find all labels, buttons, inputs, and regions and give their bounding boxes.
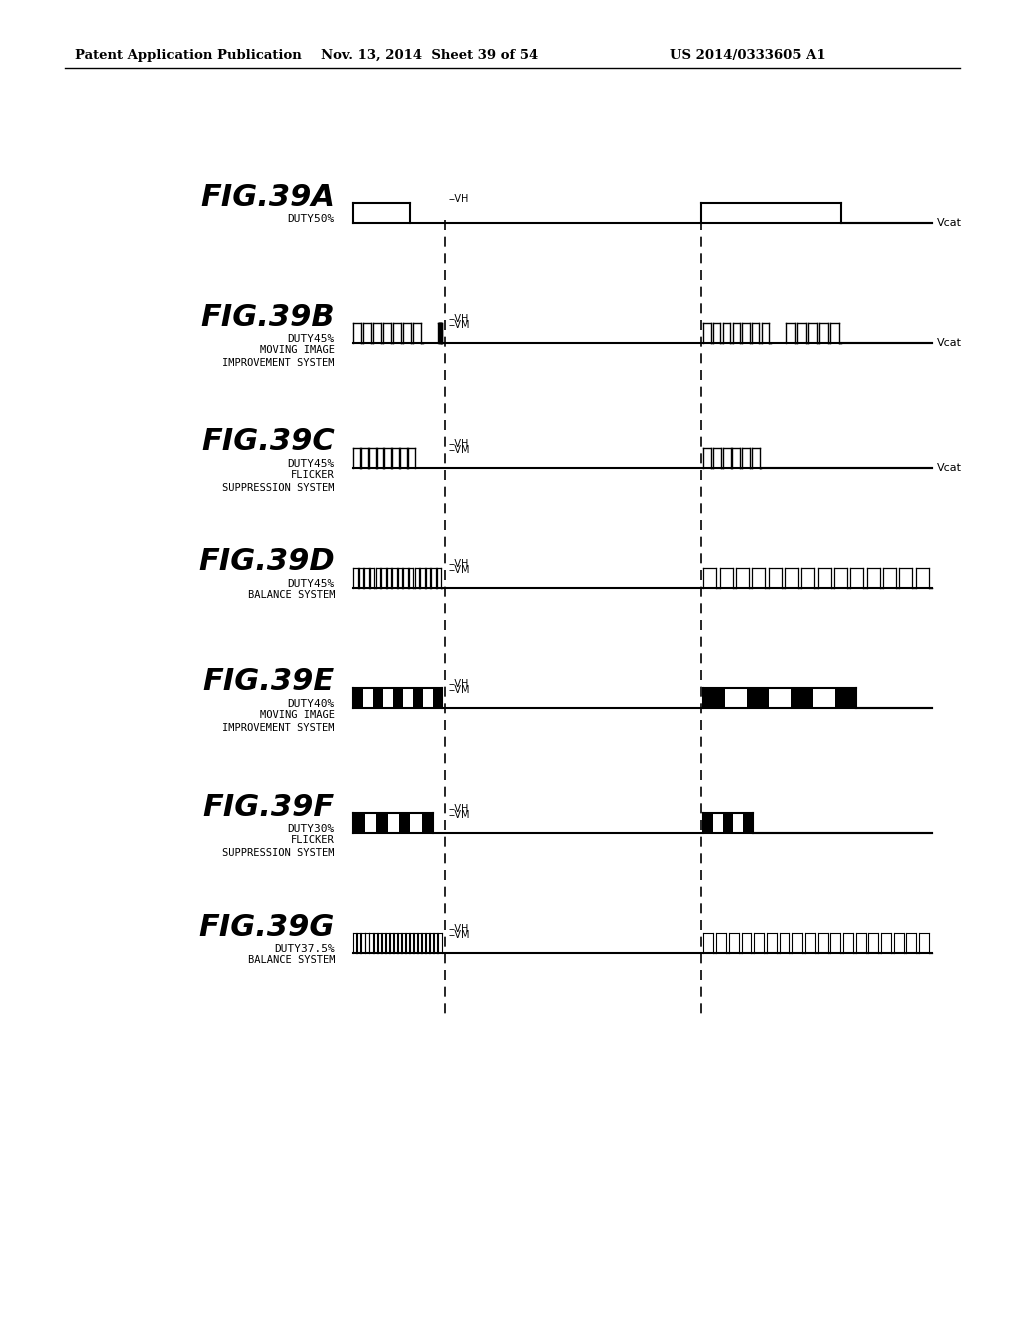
Text: --VH: --VH (449, 314, 469, 323)
Bar (733, 813, 743, 833)
Bar (364, 688, 373, 708)
Text: US 2014/0333605 A1: US 2014/0333605 A1 (670, 49, 825, 62)
Text: --VM: --VM (449, 931, 470, 940)
Bar (423, 688, 432, 708)
Text: IMPROVEMENT SYSTEM: IMPROVEMENT SYSTEM (222, 358, 335, 368)
Text: FLICKER: FLICKER (291, 836, 335, 845)
Text: FLICKER: FLICKER (291, 470, 335, 480)
Bar (383, 688, 393, 708)
Text: DUTY45%: DUTY45% (288, 579, 335, 589)
Text: DUTY30%: DUTY30% (288, 824, 335, 834)
Text: --VH: --VH (449, 440, 469, 449)
Text: --VM: --VM (449, 810, 470, 820)
Bar (402, 688, 413, 708)
Text: FIG.39G: FIG.39G (199, 912, 335, 941)
Text: SUPPRESSION SYSTEM: SUPPRESSION SYSTEM (222, 847, 335, 858)
Bar (353, 813, 433, 833)
Text: Patent Application Publication: Patent Application Publication (75, 49, 302, 62)
Text: --VH: --VH (449, 194, 469, 205)
Text: --VM: --VM (449, 319, 470, 330)
Text: FIG.39C: FIG.39C (202, 428, 335, 457)
Text: FIG.39A: FIG.39A (200, 182, 335, 211)
Bar (725, 688, 748, 708)
Text: FIG.39E: FIG.39E (203, 668, 335, 697)
Text: --VH: --VH (449, 678, 469, 689)
Text: FIG.39B: FIG.39B (201, 302, 335, 331)
Bar (714, 813, 723, 833)
Text: SUPPRESSION SYSTEM: SUPPRESSION SYSTEM (222, 483, 335, 492)
Text: BALANCE SYSTEM: BALANCE SYSTEM (248, 954, 335, 965)
Text: --VM: --VM (449, 445, 470, 455)
Text: DUTY37.5%: DUTY37.5% (274, 944, 335, 954)
Text: MOVING IMAGE: MOVING IMAGE (260, 710, 335, 719)
Text: Nov. 13, 2014  Sheet 39 of 54: Nov. 13, 2014 Sheet 39 of 54 (322, 49, 539, 62)
Text: Vcat: Vcat (937, 338, 962, 348)
Text: --VH: --VH (449, 804, 469, 814)
Text: BALANCE SYSTEM: BALANCE SYSTEM (248, 590, 335, 601)
Bar (703, 813, 754, 833)
Text: --VM: --VM (449, 565, 470, 576)
Text: IMPROVEMENT SYSTEM: IMPROVEMENT SYSTEM (222, 723, 335, 733)
Bar (353, 688, 442, 708)
Text: DUTY50%: DUTY50% (288, 214, 335, 224)
Text: Vcat: Vcat (937, 218, 962, 228)
Text: DUTY45%: DUTY45% (288, 459, 335, 469)
Bar (769, 688, 791, 708)
Text: FIG.39D: FIG.39D (199, 548, 335, 577)
Text: --VM: --VM (449, 685, 470, 696)
Text: --VH: --VH (449, 924, 469, 935)
Bar (813, 688, 835, 708)
Bar (703, 688, 856, 708)
Text: MOVING IMAGE: MOVING IMAGE (260, 345, 335, 355)
Text: DUTY40%: DUTY40% (288, 700, 335, 709)
Text: --VH: --VH (449, 558, 469, 569)
Text: FIG.39F: FIG.39F (203, 792, 335, 821)
Text: DUTY45%: DUTY45% (288, 334, 335, 345)
Text: Vcat: Vcat (937, 463, 962, 473)
Bar (365, 813, 376, 833)
Bar (411, 813, 422, 833)
Bar (387, 813, 399, 833)
